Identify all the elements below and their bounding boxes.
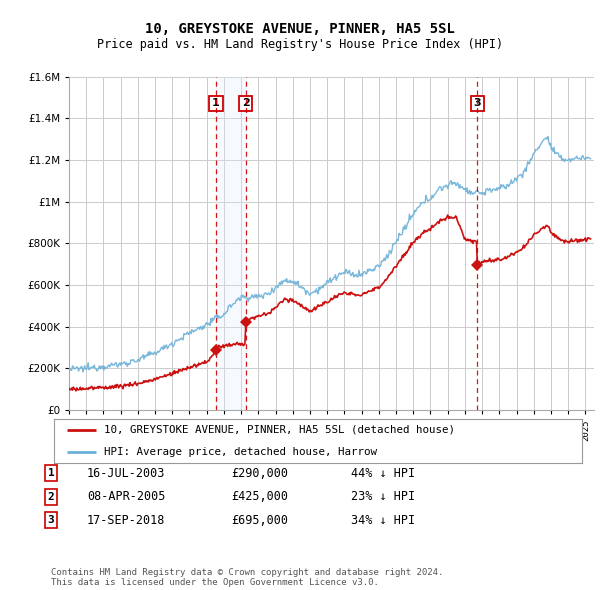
Text: £425,000: £425,000 — [231, 490, 288, 503]
Text: 10, GREYSTOKE AVENUE, PINNER, HA5 5SL (detached house): 10, GREYSTOKE AVENUE, PINNER, HA5 5SL (d… — [104, 425, 455, 435]
Text: Contains HM Land Registry data © Crown copyright and database right 2024.
This d: Contains HM Land Registry data © Crown c… — [51, 568, 443, 587]
Text: 08-APR-2005: 08-APR-2005 — [87, 490, 166, 503]
Bar — [216, 77, 246, 410]
Text: 3: 3 — [473, 99, 481, 109]
Text: 44% ↓ HPI: 44% ↓ HPI — [351, 467, 415, 480]
Text: HPI: Average price, detached house, Harrow: HPI: Average price, detached house, Harr… — [104, 447, 377, 457]
Text: 10, GREYSTOKE AVENUE, PINNER, HA5 5SL: 10, GREYSTOKE AVENUE, PINNER, HA5 5SL — [145, 22, 455, 37]
Text: 17-SEP-2018: 17-SEP-2018 — [87, 514, 166, 527]
Text: £695,000: £695,000 — [231, 514, 288, 527]
Text: 34% ↓ HPI: 34% ↓ HPI — [351, 514, 415, 527]
Text: 23% ↓ HPI: 23% ↓ HPI — [351, 490, 415, 503]
Text: £290,000: £290,000 — [231, 467, 288, 480]
Text: 2: 2 — [242, 99, 250, 109]
Text: 3: 3 — [47, 516, 55, 525]
Text: 16-JUL-2003: 16-JUL-2003 — [87, 467, 166, 480]
Text: 1: 1 — [47, 468, 55, 478]
Text: 1: 1 — [212, 99, 220, 109]
Text: 2: 2 — [47, 492, 55, 502]
Text: Price paid vs. HM Land Registry's House Price Index (HPI): Price paid vs. HM Land Registry's House … — [97, 38, 503, 51]
